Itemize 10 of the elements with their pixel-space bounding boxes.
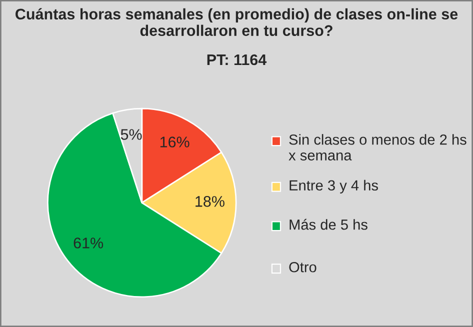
chart-subtitle: PT: 1164 — [207, 54, 267, 66]
data-label: 16% — [160, 136, 190, 148]
data-label: 5% — [120, 129, 142, 140]
legend-label: Más de 5 hs — [290, 218, 368, 230]
legend-label: Entre 3 y 4 hs — [290, 180, 378, 194]
legend-label: Sin clases o menos de 2 hs x semana — [288, 134, 466, 160]
legend-label: Otro — [289, 262, 316, 272]
data-label: 18% — [196, 196, 224, 207]
chart-title: Cuántas horas semanales (en promedio) de clases on-line se desarrollaron en tu curso? — [16, 8, 458, 36]
data-label: 61% — [74, 238, 104, 248]
